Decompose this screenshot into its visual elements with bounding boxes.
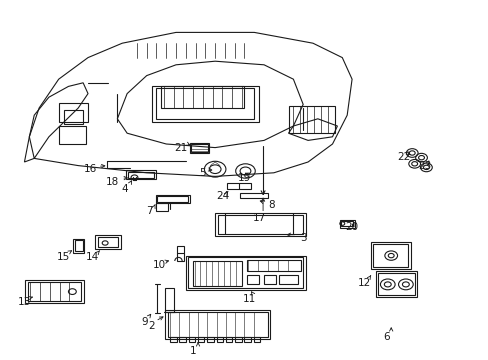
Text: 5: 5 [199,168,206,178]
Bar [198,337,204,342]
Bar [75,240,82,251]
Bar [177,246,184,261]
Text: 13: 13 [18,297,31,307]
Bar [226,183,251,189]
Bar [377,273,414,295]
Text: 9: 9 [141,317,147,327]
Bar [235,337,241,342]
Bar [25,280,84,303]
Bar [151,86,259,122]
Bar [244,337,250,342]
Bar [165,310,270,339]
Text: 1: 1 [189,346,196,356]
Bar [341,221,352,226]
Bar [189,143,209,153]
Bar [157,196,187,202]
Bar [246,275,259,284]
Text: 7: 7 [145,206,152,216]
Bar [156,88,254,119]
Text: 14: 14 [86,252,100,262]
Text: 4: 4 [121,184,128,194]
Bar [217,215,303,234]
Bar [188,337,195,342]
Bar [375,271,416,297]
Bar [246,260,300,271]
Text: 24: 24 [215,191,229,201]
Text: 19: 19 [237,173,251,183]
Bar [167,312,267,337]
Bar [193,261,242,286]
Bar [185,256,305,290]
Bar [264,275,276,284]
Bar [215,213,305,236]
Bar [225,337,232,342]
Bar [278,275,298,284]
Bar [216,337,223,342]
Bar [73,239,84,253]
Text: 3: 3 [299,233,306,243]
Bar [95,235,121,249]
Text: 18: 18 [105,177,119,187]
Bar [207,337,213,342]
Bar [126,170,155,179]
Text: 11: 11 [242,294,256,304]
Bar [98,237,118,247]
Bar [155,203,167,211]
Bar [370,242,410,269]
Bar [155,195,189,203]
Bar [288,106,334,133]
Bar [179,337,185,342]
Bar [63,110,83,124]
Bar [339,220,354,228]
Text: 16: 16 [83,164,97,174]
Text: 20: 20 [345,222,358,232]
Bar [28,282,81,301]
Bar [59,126,85,144]
Text: 2: 2 [148,321,155,331]
Text: 23: 23 [417,161,430,171]
Bar [253,337,260,342]
Bar [128,172,153,178]
Text: 22: 22 [396,152,409,162]
Bar [161,86,244,108]
Text: 6: 6 [382,332,389,342]
Bar [239,193,267,198]
Bar [372,244,407,267]
Bar [165,288,174,312]
Bar [188,257,303,288]
Text: 15: 15 [57,252,70,262]
Text: 12: 12 [357,278,370,288]
Bar [170,337,176,342]
Text: 10: 10 [152,260,165,270]
Text: 21: 21 [174,143,187,153]
Bar [191,144,207,152]
Text: 17: 17 [252,213,265,223]
Text: 8: 8 [267,200,274,210]
Bar [59,103,88,122]
